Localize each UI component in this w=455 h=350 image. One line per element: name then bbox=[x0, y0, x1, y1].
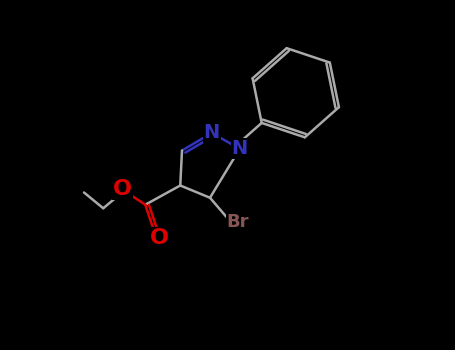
Text: N: N bbox=[204, 124, 220, 142]
Text: N: N bbox=[232, 139, 248, 158]
Text: O: O bbox=[150, 228, 169, 248]
Text: O: O bbox=[113, 179, 132, 199]
Text: Br: Br bbox=[227, 213, 249, 231]
